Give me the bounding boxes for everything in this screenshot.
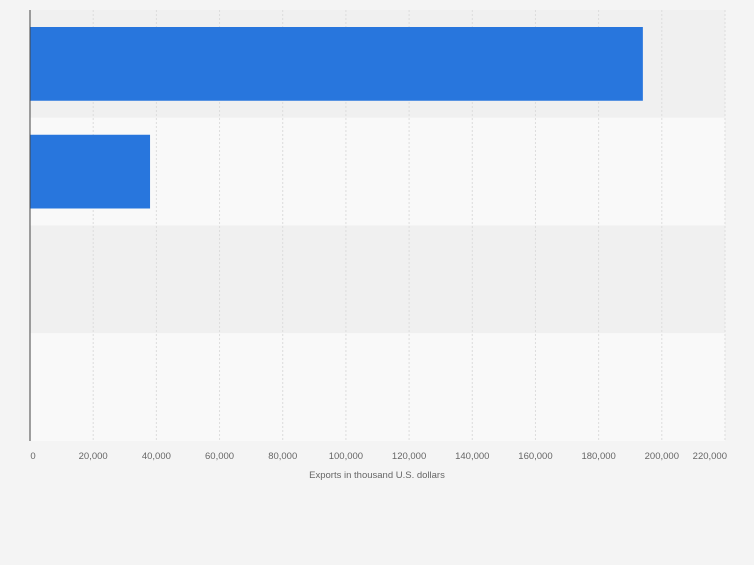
x-tick-label: 220,000 (693, 451, 727, 462)
x-axis-title: Exports in thousand U.S. dollars (309, 470, 445, 481)
x-tick-labels: 0 20,000 40,000 60,000 80,000 100,000 120,000 1… (30, 451, 727, 462)
x-tick-label: 60,000 (205, 451, 234, 462)
x-tick-label: 140,000 (455, 451, 489, 462)
x-tick-label: 100,000 (329, 451, 363, 462)
x-tick-label: 40,000 (142, 451, 171, 462)
x-tick-label: 200,000 (645, 451, 679, 462)
x-tick-label: 120,000 (392, 451, 426, 462)
x-tick-label: 180,000 (581, 451, 615, 462)
bar (30, 134, 151, 209)
x-tick-label: 0 (30, 451, 35, 462)
x-tick-label: 20,000 (79, 451, 108, 462)
row-band (30, 333, 725, 441)
x-tick-label: 80,000 (268, 451, 297, 462)
bars (30, 27, 643, 209)
x-tick-label: 160,000 (518, 451, 552, 462)
bar (30, 27, 643, 101)
row-band (30, 225, 725, 334)
